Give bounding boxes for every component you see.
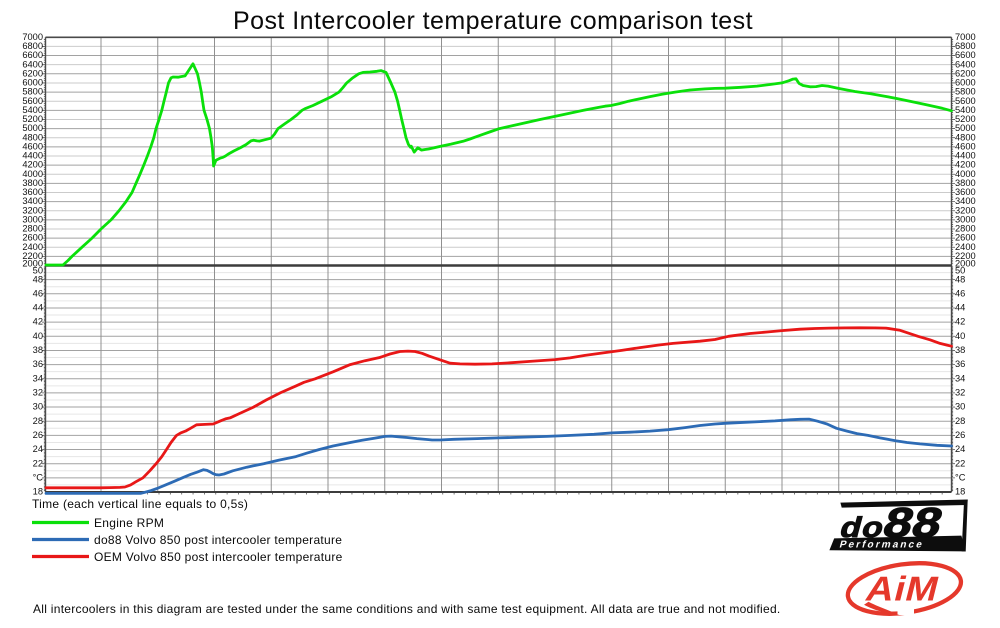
svg-text:°C: °C	[955, 472, 966, 482]
svg-text:5800: 5800	[22, 87, 43, 97]
svg-text:4000: 4000	[22, 169, 43, 179]
svg-text:38: 38	[33, 345, 43, 355]
svg-text:88: 88	[879, 499, 949, 546]
svg-text:38: 38	[955, 345, 965, 355]
svg-text:5200: 5200	[22, 114, 43, 124]
svg-text:3800: 3800	[955, 178, 976, 188]
svg-text:3000: 3000	[22, 215, 43, 225]
svg-text:44: 44	[955, 303, 965, 313]
svg-text:4200: 4200	[955, 160, 976, 170]
svg-text:2800: 2800	[22, 224, 43, 234]
svg-text:6600: 6600	[955, 50, 976, 60]
svg-text:2400: 2400	[22, 242, 43, 252]
svg-text:3800: 3800	[22, 178, 43, 188]
svg-text:4200: 4200	[22, 160, 43, 170]
svg-text:°C: °C	[33, 472, 44, 482]
svg-text:30: 30	[955, 402, 965, 412]
svg-text:4600: 4600	[955, 141, 976, 151]
svg-text:6000: 6000	[955, 78, 976, 88]
svg-text:50: 50	[955, 265, 965, 275]
svg-text:3600: 3600	[22, 187, 43, 197]
svg-text:46: 46	[33, 288, 43, 298]
svg-text:7000: 7000	[22, 32, 43, 42]
svg-text:30: 30	[33, 402, 43, 412]
svg-text:48: 48	[955, 274, 965, 284]
svg-text:2600: 2600	[22, 233, 43, 243]
svg-text:32: 32	[33, 388, 43, 398]
svg-text:40: 40	[955, 331, 965, 341]
svg-text:5600: 5600	[955, 96, 976, 106]
svg-text:6200: 6200	[22, 68, 43, 78]
svg-text:2000: 2000	[955, 258, 976, 268]
svg-text:6800: 6800	[22, 41, 43, 51]
svg-text:2200: 2200	[22, 251, 43, 261]
svg-text:36: 36	[955, 359, 965, 369]
svg-text:40: 40	[33, 331, 43, 341]
svg-text:4000: 4000	[955, 169, 976, 179]
svg-text:34: 34	[955, 373, 965, 383]
svg-text:6400: 6400	[955, 59, 976, 69]
svg-text:5800: 5800	[955, 87, 976, 97]
svg-text:4600: 4600	[22, 141, 43, 151]
svg-text:6000: 6000	[22, 78, 43, 88]
svg-text:18: 18	[33, 487, 43, 497]
svg-text:3600: 3600	[955, 187, 976, 197]
svg-text:2200: 2200	[955, 251, 976, 261]
svg-text:48: 48	[33, 274, 43, 284]
svg-text:32: 32	[955, 388, 965, 398]
svg-text:36: 36	[33, 359, 43, 369]
svg-text:7000: 7000	[955, 32, 976, 42]
svg-text:5200: 5200	[955, 114, 976, 124]
svg-text:3400: 3400	[22, 196, 43, 206]
svg-text:5400: 5400	[955, 105, 976, 115]
svg-text:4400: 4400	[22, 151, 43, 161]
svg-text:28: 28	[33, 416, 43, 426]
svg-text:46: 46	[955, 288, 965, 298]
svg-text:24: 24	[955, 444, 965, 454]
svg-text:22: 22	[33, 458, 43, 468]
svg-text:5400: 5400	[22, 105, 43, 115]
svg-text:26: 26	[955, 430, 965, 440]
svg-text:4800: 4800	[955, 132, 976, 142]
svg-text:50: 50	[33, 265, 43, 275]
svg-text:6600: 6600	[22, 50, 43, 60]
svg-text:28: 28	[955, 416, 965, 426]
svg-text:Performance: Performance	[838, 540, 925, 551]
svg-text:5600: 5600	[22, 96, 43, 106]
svg-text:4400: 4400	[955, 151, 976, 161]
svg-text:34: 34	[33, 373, 43, 383]
svg-text:44: 44	[33, 303, 43, 313]
svg-text:24: 24	[33, 444, 43, 454]
svg-text:do: do	[837, 511, 889, 543]
svg-text:5000: 5000	[22, 123, 43, 133]
svg-text:6200: 6200	[955, 68, 976, 78]
svg-text:AiM: AiM	[862, 569, 943, 607]
svg-text:2000: 2000	[22, 258, 43, 268]
svg-text:2400: 2400	[955, 242, 976, 252]
svg-text:6400: 6400	[22, 59, 43, 69]
svg-text:6800: 6800	[955, 41, 976, 51]
svg-text:18: 18	[955, 487, 965, 497]
svg-text:2800: 2800	[955, 224, 976, 234]
svg-text:42: 42	[955, 317, 965, 327]
svg-text:3400: 3400	[955, 196, 976, 206]
svg-text:22: 22	[955, 458, 965, 468]
svg-text:4800: 4800	[22, 132, 43, 142]
svg-text:5000: 5000	[955, 123, 976, 133]
svg-text:3000: 3000	[955, 215, 976, 225]
svg-text:42: 42	[33, 317, 43, 327]
svg-text:26: 26	[33, 430, 43, 440]
svg-text:2600: 2600	[955, 233, 976, 243]
svg-text:3200: 3200	[22, 205, 43, 215]
svg-text:3200: 3200	[955, 205, 976, 215]
